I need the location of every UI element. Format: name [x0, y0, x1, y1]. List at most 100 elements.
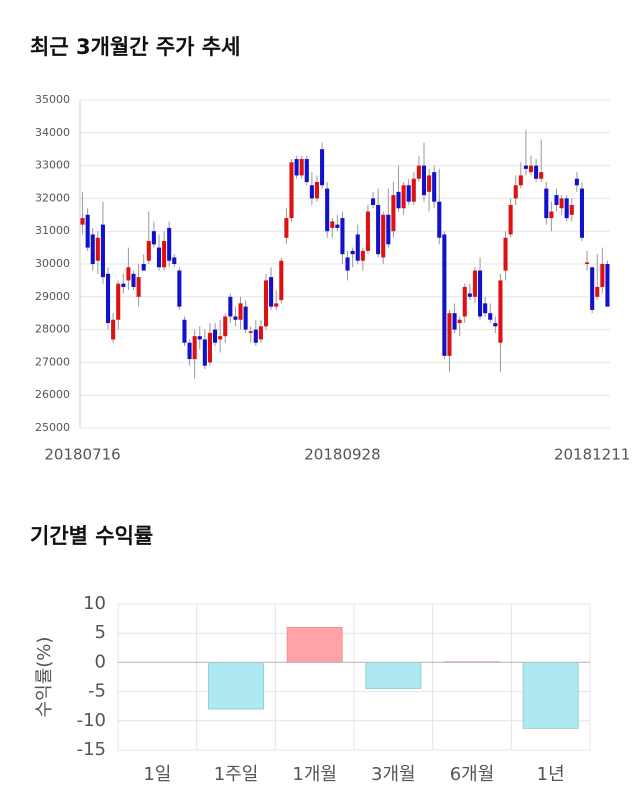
y-tick-label: 26000	[35, 388, 70, 401]
candle-body	[345, 257, 350, 271]
candle-body	[162, 241, 167, 268]
candle-body	[488, 313, 493, 320]
candle-body	[111, 319, 116, 340]
candle-body	[151, 231, 156, 245]
y-tick-label: 35000	[35, 93, 70, 106]
candle-body	[564, 198, 569, 219]
candle-body	[340, 218, 345, 255]
candle-body	[325, 188, 330, 232]
candle-body	[182, 319, 187, 343]
candle-body	[197, 336, 202, 340]
candle-body	[299, 159, 304, 176]
y-tick-label: 34000	[35, 126, 70, 139]
candle-body	[472, 270, 477, 297]
candle-body	[314, 182, 320, 199]
candle-body	[416, 165, 421, 179]
candle-body	[289, 162, 294, 219]
candle-body	[585, 262, 590, 264]
candle-body	[177, 270, 182, 307]
candle-body	[309, 185, 314, 199]
bar	[208, 662, 264, 710]
candle-body	[365, 211, 370, 251]
candle-body	[187, 342, 192, 360]
candle-body	[202, 339, 207, 366]
candle-body	[294, 159, 299, 176]
candle-body	[335, 224, 340, 228]
candle-body	[228, 296, 233, 317]
y-axis-label: 수익률(%)	[34, 637, 55, 718]
candle-body	[172, 257, 177, 264]
candle-body	[523, 165, 528, 169]
y-tick-label: 31000	[35, 224, 70, 237]
y-tick-label: 25000	[35, 421, 70, 434]
candle-body	[574, 178, 579, 186]
candle-body	[421, 165, 427, 196]
candle-body	[320, 149, 325, 186]
candle-body	[503, 237, 508, 271]
candle-body	[85, 214, 90, 248]
candle-body	[478, 270, 483, 317]
candle-body	[223, 316, 228, 337]
bar	[365, 662, 422, 690]
x-tick-label: 1일	[143, 764, 171, 785]
candle-body	[569, 204, 574, 215]
candle-body	[411, 178, 416, 202]
candle-body	[248, 331, 253, 333]
candle-body	[549, 211, 554, 219]
candle-body	[304, 159, 309, 182]
chart-title: 기간별 수익률	[30, 524, 153, 548]
candle-body	[233, 316, 238, 320]
x-tick-label: 20180716	[44, 446, 120, 464]
x-tick-label: 3개월	[371, 764, 416, 785]
candle-body	[447, 313, 452, 356]
candle-body	[146, 241, 151, 261]
y-tick-label: -15	[77, 739, 106, 760]
y-tick-label: 0	[95, 651, 106, 672]
y-tick-label: -5	[88, 681, 106, 702]
candle-body	[243, 306, 248, 330]
candle-body	[539, 172, 544, 179]
candle-body	[131, 273, 136, 287]
candle-body	[90, 234, 95, 264]
candle-body	[100, 224, 105, 278]
y-tick-label: 5	[95, 622, 106, 643]
candle-body	[136, 277, 141, 297]
x-tick-label: 1주일	[214, 764, 259, 785]
candle-body	[590, 267, 595, 310]
y-tick-label: 32000	[35, 191, 70, 204]
y-tick-label: 27000	[35, 355, 70, 368]
candle-body	[554, 195, 559, 205]
candle-body	[370, 198, 376, 205]
candle-body	[600, 264, 605, 287]
candle-body	[141, 264, 146, 271]
candle-body	[483, 303, 488, 314]
candle-body	[253, 329, 258, 343]
candle-body	[544, 188, 549, 219]
candle-body	[432, 172, 437, 202]
candle-body	[437, 201, 442, 238]
candle-body	[213, 329, 218, 343]
candle-body	[401, 185, 406, 209]
candle-body	[274, 303, 279, 307]
x-tick-label: 20181211	[554, 446, 630, 464]
candle-body	[595, 286, 600, 297]
candle-body	[457, 319, 462, 324]
candle-body	[116, 283, 121, 320]
candle-body	[330, 221, 335, 228]
x-tick-label: 1개월	[292, 764, 337, 785]
candle-body	[493, 323, 498, 327]
y-tick-label: 33000	[35, 159, 70, 172]
candle-body	[391, 195, 396, 232]
candle-body	[559, 198, 564, 209]
candle-body	[156, 247, 162, 268]
y-tick-label: 28000	[35, 323, 70, 336]
candle-body	[534, 165, 539, 179]
candle-body	[258, 326, 263, 340]
candle-body	[467, 293, 472, 297]
candle-body	[462, 286, 467, 317]
candle-body	[381, 214, 386, 258]
candle-body	[386, 214, 391, 245]
candle-body	[207, 332, 212, 363]
candle-body	[355, 234, 360, 261]
